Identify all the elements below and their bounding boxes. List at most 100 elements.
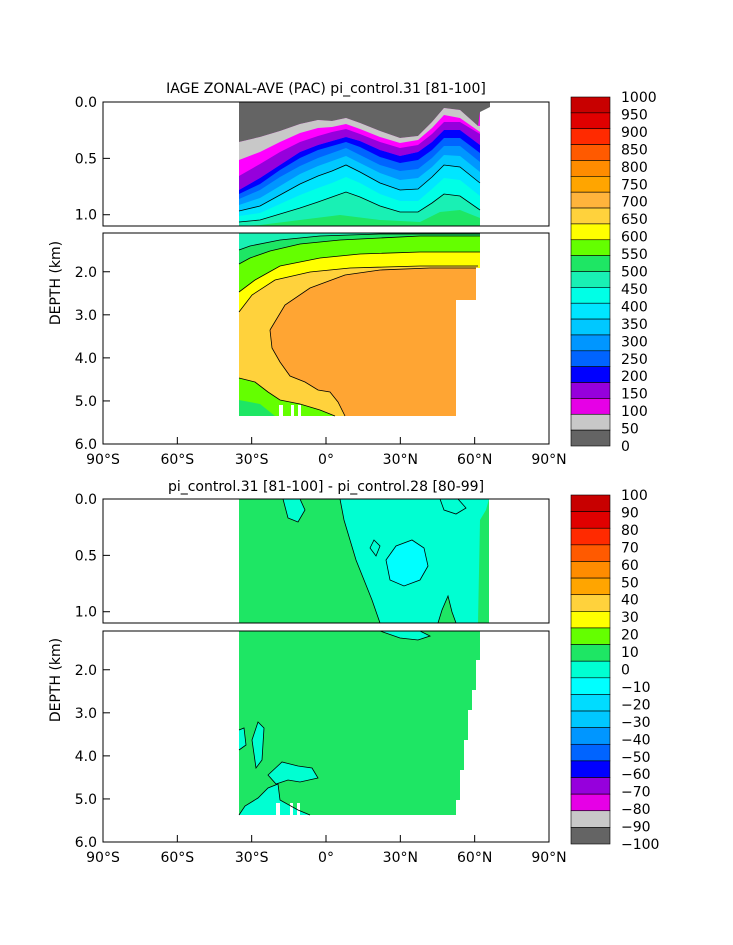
y-tick-label: 5.0	[75, 792, 97, 808]
colorbar-swatch	[570, 287, 611, 304]
panel2-lower-field	[238, 631, 480, 820]
field-layer	[239, 122, 480, 190]
colorbar-swatch	[570, 760, 611, 778]
colorbar-swatch	[570, 128, 611, 145]
colorbar-swatch	[570, 793, 611, 812]
colorbar-swatch	[570, 207, 611, 225]
colorbar-swatch	[570, 176, 611, 193]
colorbar-swatch	[570, 694, 611, 712]
colorbar-label: 80	[621, 523, 639, 539]
colorbar-label: 20	[621, 628, 639, 644]
y-tick-label: 4.0	[75, 351, 97, 367]
field-gap	[297, 803, 300, 815]
colorbar-label: 0	[621, 439, 630, 455]
colorbar-label: 90	[621, 505, 639, 521]
y-tick-label: 0.0	[75, 95, 97, 111]
field-gap	[276, 803, 280, 815]
panel2-upper-frame	[102, 498, 550, 624]
y-tick-label: 5.0	[75, 394, 97, 410]
y-tick-label: 2.0	[75, 265, 97, 281]
colorbar-label: 750	[621, 177, 648, 193]
colorbar-swatch	[570, 727, 611, 745]
colorbar-label: 250	[621, 352, 648, 368]
panel1-axes: 90°S 60°S 30°S 0° 30°N 60°N 90°N 0.0 0.5 1.0 2.0 3.…	[75, 95, 567, 468]
colorbar-label: −20	[621, 697, 651, 713]
colorbar-label: 600	[621, 230, 648, 246]
colorbar-label: 40	[621, 593, 639, 609]
x-tick-label: 30°S	[235, 452, 269, 468]
field-gap	[291, 405, 294, 416]
colorbar-label: 30	[621, 610, 639, 626]
field-layer	[440, 499, 466, 514]
colorbar-swatch	[570, 160, 611, 177]
y-tick-label: 0.5	[75, 151, 97, 167]
contour-line	[282, 499, 467, 623]
colorbar-label: 200	[621, 369, 648, 385]
colorbar-label: 100	[621, 404, 648, 420]
colorbar-label: 0	[621, 663, 630, 679]
field-layer	[239, 233, 480, 264]
colorbar-label: 450	[621, 282, 648, 298]
colorbar-label: 500	[621, 265, 648, 281]
field-layer	[268, 762, 318, 784]
colorbar-label: 800	[621, 160, 648, 176]
colorbar-label: 100	[621, 488, 648, 504]
colorbar-label: 70	[621, 540, 639, 556]
panel1-ylabel: DEPTH (km)	[48, 241, 64, 325]
colorbar-swatch	[570, 398, 611, 415]
field-layer	[380, 631, 430, 640]
panel2-title: pi_control.31 [81-100] - pi_control.28 […	[168, 479, 484, 495]
y-tick-label: 3.0	[75, 308, 97, 324]
colorbar-swatch	[570, 561, 611, 579]
x-tick-label: 30°N	[383, 452, 418, 468]
field-layer	[239, 192, 480, 226]
colorbar-label: −100	[621, 837, 659, 853]
colorbar-label: 350	[621, 317, 648, 333]
y-tick-label: 4.0	[75, 749, 97, 765]
field-mask	[456, 268, 480, 420]
panel1-title: IAGE ZONAL-AVE (PAC) pi_control.31 [81-1…	[166, 81, 486, 97]
colorbar-label: 700	[621, 195, 648, 211]
x-tick-label: 60°N	[457, 452, 492, 468]
colorbar-label: −80	[621, 802, 651, 818]
colorbar-label: −30	[621, 715, 651, 731]
y-tick-label: 1.0	[75, 605, 97, 621]
colorbar-swatch	[570, 644, 611, 662]
colorbar-swatch	[570, 271, 611, 288]
panel1-lower-field	[238, 233, 486, 420]
colorbar-swatch	[570, 350, 611, 367]
colorbar-label: 1000	[621, 90, 657, 106]
colorbar-label: 150	[621, 387, 648, 403]
colorbar-label: 650	[621, 212, 648, 228]
field-gap	[279, 405, 283, 416]
y-tick-label: 6.0	[75, 437, 97, 453]
colorbar-label: −40	[621, 732, 651, 748]
field-layer	[386, 540, 428, 586]
colorbar-swatch	[570, 527, 611, 546]
colorbar-label: 850	[621, 142, 648, 158]
colorbar-swatch	[570, 777, 611, 795]
colorbar-label: 950	[621, 107, 648, 123]
panel2-ylabel: DEPTH (km)	[48, 638, 64, 722]
panel2-axes: 90°S 60°S 30°S 0° 30°N 60°N 90°N 0.0 0.5 1.0 2.0 3.…	[75, 492, 567, 866]
colorbar-swatch	[570, 223, 611, 241]
field-layer	[239, 400, 275, 416]
field-gap	[290, 803, 293, 815]
y-tick-label: 2.0	[75, 663, 97, 679]
colorbar-label: −70	[621, 785, 651, 801]
colorbar-swatch	[570, 827, 611, 845]
field-gap	[298, 405, 301, 416]
colorbar-swatch	[570, 255, 611, 272]
colorbar-swatch	[570, 413, 611, 431]
x-tick-label: 0°	[318, 850, 334, 866]
colorbar-swatch	[570, 594, 611, 612]
colorbar-swatch	[570, 366, 611, 383]
colorbar-swatch	[570, 511, 611, 529]
colorbar-label: 300	[621, 334, 648, 350]
colorbar-swatch	[570, 112, 611, 130]
colorbar-label: 400	[621, 299, 648, 315]
colorbar-label: −90	[621, 820, 651, 836]
colorbar-swatch	[570, 660, 611, 679]
colorbar-label: 60	[621, 558, 639, 574]
field-layer	[239, 102, 490, 142]
